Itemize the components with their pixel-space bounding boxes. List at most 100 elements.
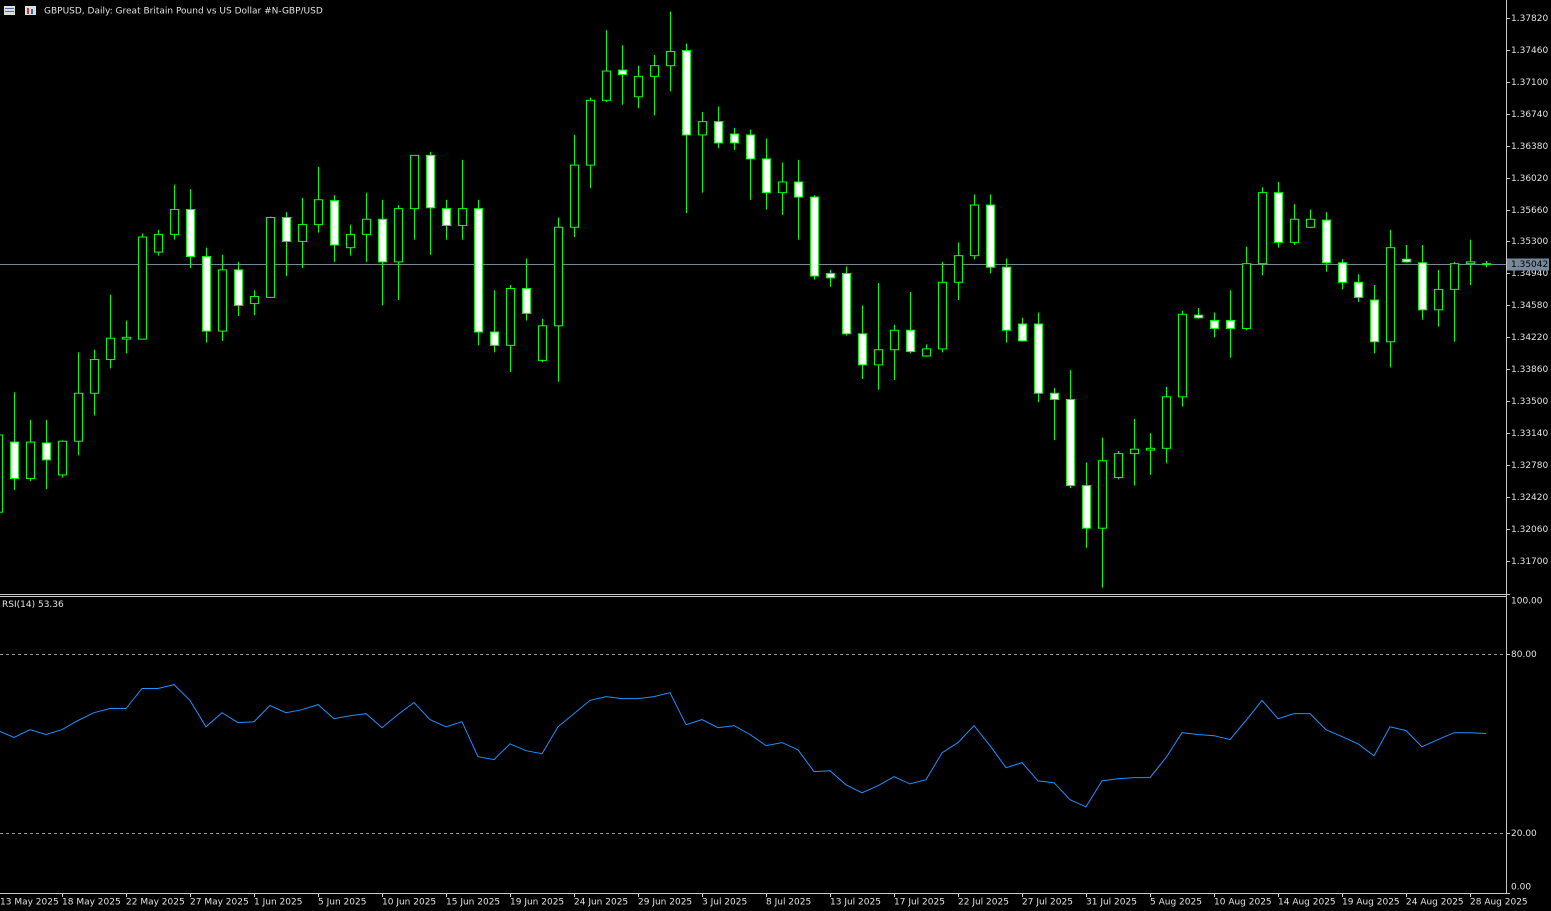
candle-body xyxy=(1194,314,1203,319)
y-tick-label: 1.34940 xyxy=(1511,269,1548,279)
x-tick-label: 27 May 2025 xyxy=(190,898,249,908)
candle-body xyxy=(458,208,467,226)
candle-body xyxy=(282,216,291,242)
candle-body xyxy=(170,209,179,235)
candle-body xyxy=(1098,460,1107,529)
candle-body xyxy=(970,204,979,257)
y-tick-label: 1.32060 xyxy=(1511,525,1548,535)
candle-body xyxy=(378,218,387,263)
candle-body xyxy=(1018,323,1027,342)
x-tick-label: 5 Aug 2025 xyxy=(1150,898,1202,908)
candle-body xyxy=(1082,485,1091,529)
candle-body xyxy=(266,216,275,298)
candle-body xyxy=(442,208,451,226)
candle-body xyxy=(1162,396,1171,449)
icon xyxy=(27,8,29,14)
candle-body xyxy=(1114,453,1123,479)
candle-body xyxy=(426,154,435,209)
x-tick-label: 31 Jul 2025 xyxy=(1086,898,1137,908)
candle-body xyxy=(1290,218,1299,243)
candle-body xyxy=(1178,313,1187,398)
y-tick-label: 100.00 xyxy=(1511,597,1543,607)
candle-body xyxy=(1354,281,1363,298)
icon xyxy=(25,6,36,15)
candle-body xyxy=(218,269,227,332)
candle-body xyxy=(714,121,723,144)
candle-body xyxy=(1242,263,1251,329)
candle-body xyxy=(1050,392,1059,400)
indicator-value: 53.36 xyxy=(38,600,64,610)
last-price-box xyxy=(1507,258,1549,271)
candle-body xyxy=(522,288,531,314)
candle-body xyxy=(330,200,339,246)
candle-body xyxy=(666,50,675,67)
candle-body xyxy=(410,154,419,210)
candle-body xyxy=(858,333,867,366)
x-tick-label: 24 Jun 2025 xyxy=(574,898,628,908)
candle-body xyxy=(906,329,915,353)
candle-body xyxy=(298,224,307,242)
y-tick-label: 1.35300 xyxy=(1511,237,1548,247)
y-tick-label: 0.00 xyxy=(1511,883,1531,893)
indicator-title: RSI(14) 53.36 xyxy=(2,600,64,610)
x-tick-label: 8 Jul 2025 xyxy=(766,898,811,908)
y-tick-label: 1.37100 xyxy=(1511,78,1548,88)
x-tick-label: 15 Jun 2025 xyxy=(446,898,500,908)
y-tick-label: 1.36020 xyxy=(1511,174,1548,184)
candle-body xyxy=(506,288,515,346)
candle-body xyxy=(90,359,99,394)
x-tick-label: 19 Jun 2025 xyxy=(510,898,564,908)
candle-body xyxy=(1370,299,1379,343)
candle-body xyxy=(106,337,115,361)
y-tick-label: 1.37820 xyxy=(1511,14,1548,24)
candle-body xyxy=(1482,263,1491,266)
y-tick-label: 1.32780 xyxy=(1511,461,1548,471)
icon xyxy=(5,11,14,12)
x-tick-label: 19 Aug 2025 xyxy=(1342,898,1400,908)
x-tick-label: 27 Jul 2025 xyxy=(1022,898,1073,908)
y-tick-label: 80.00 xyxy=(1511,650,1537,660)
rsi-line xyxy=(0,684,1487,808)
x-tick-label: 18 May 2025 xyxy=(62,898,121,908)
candle-body xyxy=(1210,319,1219,329)
candle-body xyxy=(234,269,243,306)
candle-body xyxy=(250,296,259,305)
candle-body xyxy=(42,442,51,461)
candle-body xyxy=(1130,448,1139,455)
candle-body xyxy=(1450,263,1459,290)
x-tick-label: 22 Jul 2025 xyxy=(958,898,1009,908)
candle-body xyxy=(1466,261,1475,265)
candle-body xyxy=(1034,323,1043,394)
candle-body xyxy=(122,336,131,340)
y-tick-label: 1.33860 xyxy=(1511,365,1548,375)
icon xyxy=(31,9,33,14)
x-tick-label: 1 Jun 2025 xyxy=(254,898,302,908)
x-tick-label: 5 Jun 2025 xyxy=(318,898,366,908)
y-tick-label: 1.37460 xyxy=(1511,46,1548,56)
candle-body xyxy=(794,181,803,198)
candle-body xyxy=(890,329,899,351)
candle-body xyxy=(602,70,611,101)
icon xyxy=(5,8,14,9)
candle-body xyxy=(1434,288,1443,311)
candle-body xyxy=(1274,192,1283,243)
candle-body xyxy=(1146,447,1155,451)
candle-body xyxy=(1322,219,1331,264)
x-tick-label: 28 Aug 2025 xyxy=(1470,898,1528,908)
candle-body xyxy=(394,208,403,263)
candle-body xyxy=(74,392,83,442)
candle-body xyxy=(138,236,147,340)
x-tick-label: 13 Jul 2025 xyxy=(830,898,881,908)
candle-body xyxy=(1002,266,1011,331)
candle-body xyxy=(538,325,547,361)
y-tick-label: 1.31700 xyxy=(1511,557,1548,567)
y-tick-label: 1.34220 xyxy=(1511,333,1548,343)
candle-body xyxy=(586,99,595,166)
x-tick-label: 14 Aug 2025 xyxy=(1278,898,1336,908)
y-tick-label: 1.35660 xyxy=(1511,206,1548,216)
x-tick-label: 22 May 2025 xyxy=(126,898,185,908)
candle-body xyxy=(682,50,691,136)
last-price-label: 1.35042 xyxy=(1511,260,1548,270)
candle-body xyxy=(1258,192,1267,265)
